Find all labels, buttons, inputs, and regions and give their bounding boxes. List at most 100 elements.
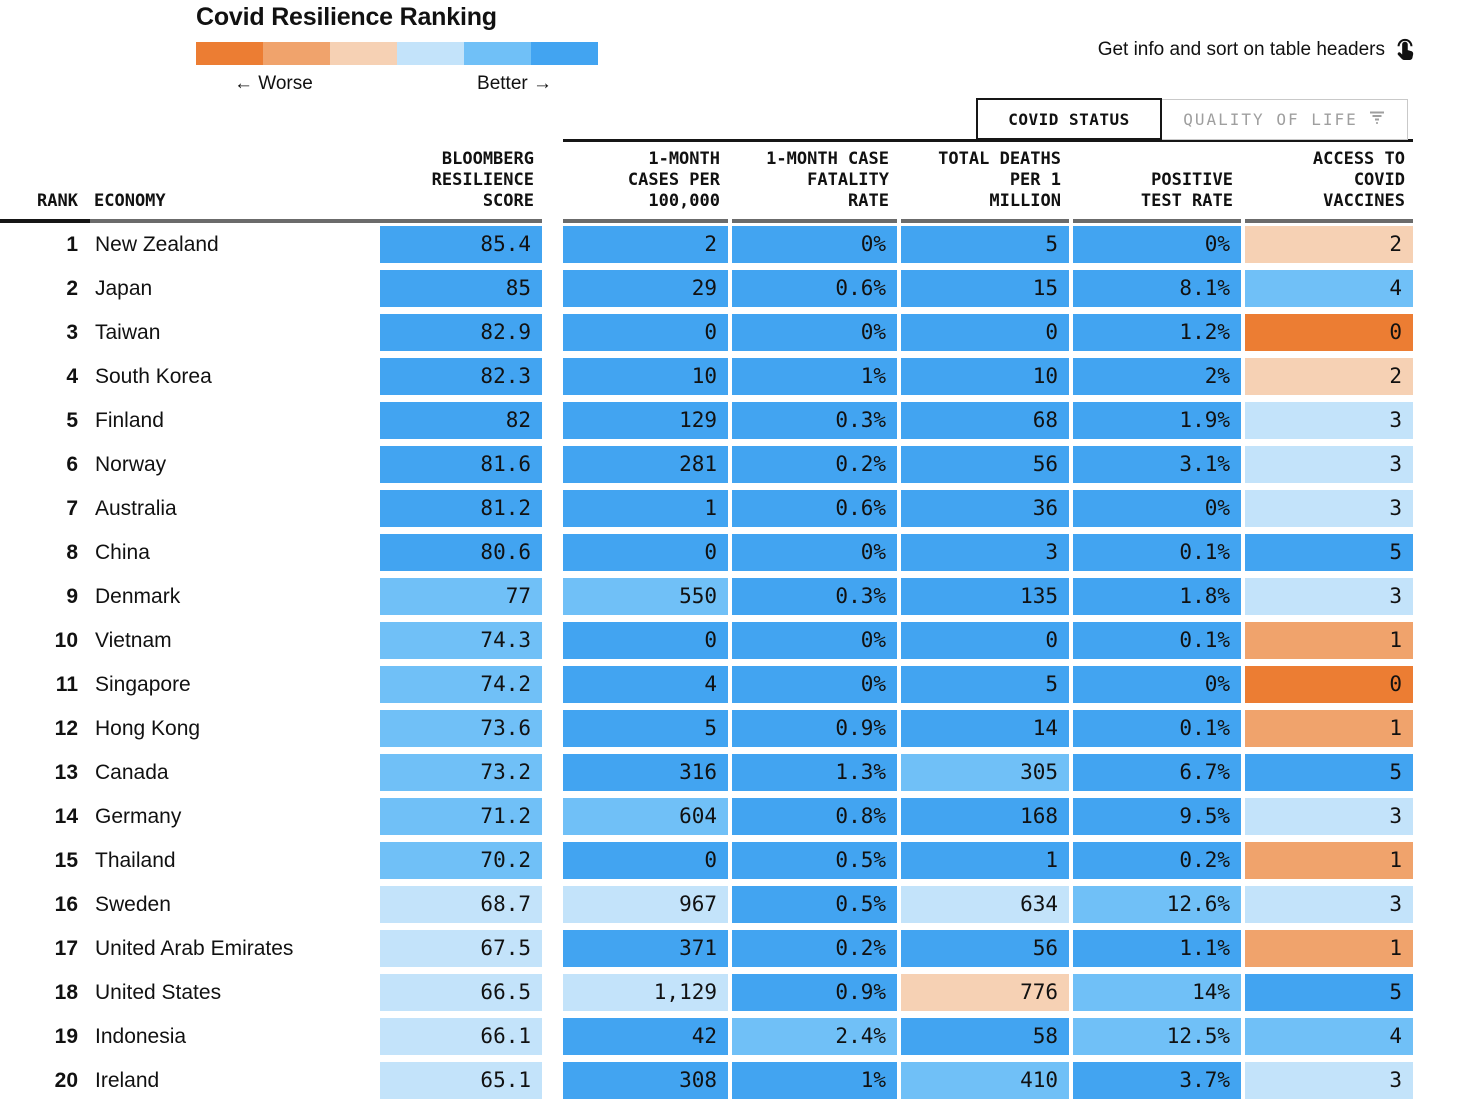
col-header-economy[interactable]: ECONOMY bbox=[94, 191, 166, 211]
rank-cell: 18 bbox=[54, 981, 78, 1004]
score-value-cell: 73.6 bbox=[380, 710, 542, 747]
rank-cell: 3 bbox=[66, 321, 78, 344]
fatality-rate-value-cell: 0% bbox=[732, 226, 897, 263]
rank-cell: 16 bbox=[54, 893, 78, 916]
vaccines-value-cell: 3 bbox=[1245, 402, 1413, 439]
test-rate-value-cell: 1.2% bbox=[1073, 314, 1241, 351]
deaths-value-cell: 15 bbox=[901, 270, 1069, 307]
test-rate-value-cell: 0.1% bbox=[1073, 622, 1241, 659]
table-row: 15 Thailand 70.2 0 0.5% 1 0.2% 1 bbox=[0, 842, 1413, 879]
score-value-cell: 73.2 bbox=[380, 754, 542, 791]
col-header-fatality-rate[interactable]: 1-MONTH CASE FATALITY RATE bbox=[766, 149, 889, 211]
economy-cell: United Arab Emirates bbox=[95, 937, 294, 960]
score-value-cell: 70.2 bbox=[380, 842, 542, 879]
vaccines-value-cell: 3 bbox=[1245, 490, 1413, 527]
col-header-cases[interactable]: 1-MONTH CASES PER 100,000 bbox=[627, 149, 720, 211]
col-header-deaths[interactable]: TOTAL DEATHS PER 1 MILLION bbox=[938, 149, 1061, 211]
sort-hint-text: Get info and sort on table headers bbox=[1097, 38, 1385, 60]
vaccines-value-cell: 1 bbox=[1245, 930, 1413, 967]
cases-value-cell: 0 bbox=[563, 622, 728, 659]
legend-swatch bbox=[330, 42, 397, 65]
vaccines-value-cell: 1 bbox=[1245, 710, 1413, 747]
cases-value-cell: 316 bbox=[563, 754, 728, 791]
cases-value-cell: 129 bbox=[563, 402, 728, 439]
fatality-rate-value-cell: 0.8% bbox=[732, 798, 897, 835]
vaccines-value-cell: 5 bbox=[1245, 754, 1413, 791]
score-value-cell: 68.7 bbox=[380, 886, 542, 923]
col-header-score[interactable]: BLOOMBERG RESILIENCE SCORE bbox=[431, 149, 534, 211]
rank-cell: 17 bbox=[54, 937, 78, 960]
col-header-test-rate[interactable]: POSITIVE TEST RATE bbox=[1140, 170, 1233, 211]
economy-cell: Taiwan bbox=[95, 321, 161, 344]
test-rate-value-cell: 2% bbox=[1073, 358, 1241, 395]
col-header-rank[interactable]: RANK bbox=[37, 191, 78, 211]
header-underline-cases bbox=[563, 219, 728, 223]
vaccines-value-cell: 3 bbox=[1245, 886, 1413, 923]
cases-value-cell: 1 bbox=[563, 490, 728, 527]
legend-swatch bbox=[464, 42, 531, 65]
test-rate-value-cell: 1.9% bbox=[1073, 402, 1241, 439]
cases-value-cell: 10 bbox=[563, 358, 728, 395]
legend-swatch bbox=[196, 42, 263, 65]
test-rate-value-cell: 3.1% bbox=[1073, 446, 1241, 483]
cases-value-cell: 550 bbox=[563, 578, 728, 615]
table-row: 1 New Zealand 85.4 2 0% 5 0% 2 bbox=[0, 226, 1413, 263]
economy-cell: Hong Kong bbox=[95, 717, 201, 740]
fatality-rate-value-cell: 0.2% bbox=[732, 930, 897, 967]
rank-cell: 9 bbox=[66, 585, 78, 608]
deaths-value-cell: 410 bbox=[901, 1062, 1069, 1099]
fatality-rate-value-cell: 0.6% bbox=[732, 270, 897, 307]
fatality-rate-value-cell: 1% bbox=[732, 358, 897, 395]
fatality-rate-value-cell: 0.6% bbox=[732, 490, 897, 527]
table-row: 19 Indonesia 66.1 42 2.4% 58 12.5% 4 bbox=[0, 1018, 1413, 1055]
deaths-value-cell: 776 bbox=[901, 974, 1069, 1011]
cases-value-cell: 604 bbox=[563, 798, 728, 835]
fatality-rate-value-cell: 0% bbox=[732, 666, 897, 703]
test-rate-value-cell: 0.1% bbox=[1073, 710, 1241, 747]
economy-cell: South Korea bbox=[95, 365, 212, 388]
test-rate-value-cell: 14% bbox=[1073, 974, 1241, 1011]
table-row: 20 Ireland 65.1 308 1% 410 3.7% 3 bbox=[0, 1062, 1413, 1099]
cases-value-cell: 42 bbox=[563, 1018, 728, 1055]
tab-quality-of-life[interactable]: QUALITY OF LIFE bbox=[1161, 99, 1408, 140]
deaths-value-cell: 5 bbox=[901, 666, 1069, 703]
rank-cell: 15 bbox=[54, 849, 78, 872]
table-row: 7 Australia 81.2 1 0.6% 36 0% 3 bbox=[0, 490, 1413, 527]
fatality-rate-value-cell: 0.3% bbox=[732, 578, 897, 615]
legend-gradient bbox=[196, 42, 598, 65]
fatality-rate-value-cell: 0% bbox=[732, 314, 897, 351]
economy-cell: Australia bbox=[95, 497, 177, 520]
tab-covid-status[interactable]: COVID STATUS bbox=[976, 98, 1162, 140]
test-rate-value-cell: 3.7% bbox=[1073, 1062, 1241, 1099]
fatality-rate-value-cell: 0% bbox=[732, 534, 897, 571]
deaths-value-cell: 305 bbox=[901, 754, 1069, 791]
cases-value-cell: 0 bbox=[563, 842, 728, 879]
rank-cell: 1 bbox=[66, 233, 78, 256]
test-rate-value-cell: 12.5% bbox=[1073, 1018, 1241, 1055]
header-underline-vacc bbox=[1245, 219, 1413, 223]
deaths-value-cell: 135 bbox=[901, 578, 1069, 615]
vaccines-value-cell: 3 bbox=[1245, 578, 1413, 615]
deaths-value-cell: 634 bbox=[901, 886, 1069, 923]
cases-value-cell: 5 bbox=[563, 710, 728, 747]
economy-cell: Germany bbox=[95, 805, 182, 828]
col-header-vaccines[interactable]: ACCESS TO COVID VACCINES bbox=[1312, 149, 1405, 211]
covid-status-group-line bbox=[563, 139, 1413, 142]
economy-cell: Vietnam bbox=[95, 629, 172, 652]
score-value-cell: 74.2 bbox=[380, 666, 542, 703]
economy-cell: United States bbox=[95, 981, 222, 1004]
table-row: 12 Hong Kong 73.6 5 0.9% 14 0.1% 1 bbox=[0, 710, 1413, 747]
economy-cell: Ireland bbox=[95, 1069, 160, 1092]
deaths-value-cell: 0 bbox=[901, 314, 1069, 351]
legend-worse-label: ← Worse bbox=[234, 73, 313, 94]
economy-cell: Norway bbox=[95, 453, 167, 476]
vaccines-value-cell: 5 bbox=[1245, 974, 1413, 1011]
score-value-cell: 80.6 bbox=[380, 534, 542, 571]
economy-cell: Japan bbox=[95, 277, 153, 300]
table-row: 13 Canada 73.2 316 1.3% 305 6.7% 5 bbox=[0, 754, 1413, 791]
vaccines-value-cell: 4 bbox=[1245, 1018, 1413, 1055]
legend-swatch bbox=[531, 42, 598, 65]
fatality-rate-value-cell: 0.2% bbox=[732, 446, 897, 483]
cases-value-cell: 2 bbox=[563, 226, 728, 263]
